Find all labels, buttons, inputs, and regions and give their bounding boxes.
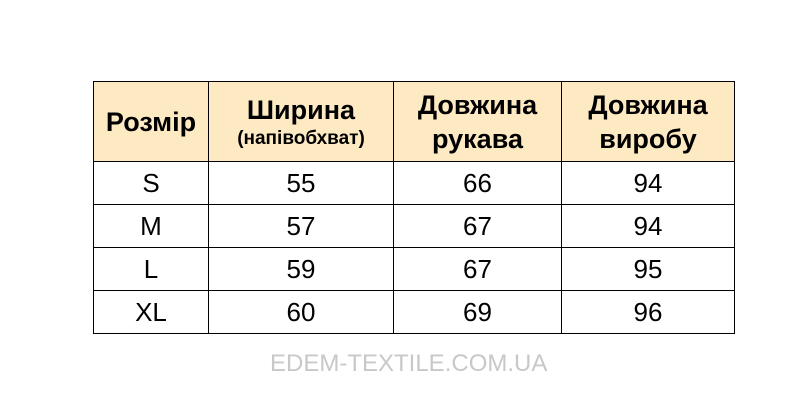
header-row: Розмір Ширина (напівобхват) Довжина рукава… bbox=[93, 81, 735, 162]
cell-width: 55 bbox=[208, 161, 394, 205]
watermark: EDEM-TEXTILE.COM.UA bbox=[270, 350, 548, 377]
header-sleeve-title: Довжина bbox=[417, 89, 538, 120]
cell-size: L bbox=[93, 247, 209, 291]
cell-length: 95 bbox=[561, 247, 735, 291]
table-row: L 59 67 95 bbox=[93, 247, 735, 291]
header-sleeve-length: Довжина рукава bbox=[393, 81, 562, 162]
header-sleeve-subtitle: рукава bbox=[432, 123, 523, 154]
cell-length: 96 bbox=[561, 290, 735, 334]
cell-size: M bbox=[93, 204, 209, 248]
cell-sleeve: 67 bbox=[393, 204, 562, 248]
header-item-length: Довжина виробу bbox=[561, 81, 735, 162]
table-row: S 55 66 94 bbox=[93, 161, 735, 205]
cell-length: 94 bbox=[561, 161, 735, 205]
header-item-subtitle: виробу bbox=[599, 123, 697, 154]
size-table: Розмір Ширина (напівобхват) Довжина рукава… bbox=[93, 81, 735, 334]
cell-width: 57 bbox=[208, 204, 394, 248]
header-size-title: Розмір bbox=[105, 106, 197, 137]
table-row: M 57 67 94 bbox=[93, 204, 735, 248]
cell-width: 59 bbox=[208, 247, 394, 291]
cell-size: S bbox=[93, 161, 209, 205]
cell-width: 60 bbox=[208, 290, 394, 334]
cell-sleeve: 67 bbox=[393, 247, 562, 291]
cell-sleeve: 66 bbox=[393, 161, 562, 205]
header-width: Ширина (напівобхват) bbox=[208, 81, 394, 162]
table-row: XL 60 69 96 bbox=[93, 290, 735, 334]
cell-size: XL bbox=[93, 290, 209, 334]
cell-length: 94 bbox=[561, 204, 735, 248]
cell-sleeve: 69 bbox=[393, 290, 562, 334]
header-width-title: Ширина bbox=[246, 94, 356, 125]
header-size: Розмір bbox=[93, 81, 209, 162]
header-width-subtitle: (напівобхват) bbox=[237, 127, 365, 149]
header-item-title: Довжина bbox=[588, 89, 708, 120]
